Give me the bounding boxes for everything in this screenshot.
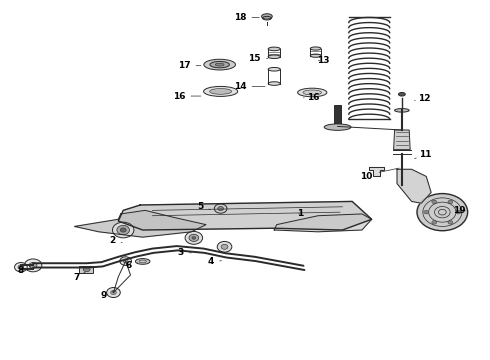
Bar <box>334 105 342 126</box>
Ellipse shape <box>268 82 280 85</box>
Circle shape <box>83 267 90 272</box>
Polygon shape <box>397 169 431 203</box>
Text: 11: 11 <box>415 150 432 159</box>
Text: 13: 13 <box>317 56 329 65</box>
Ellipse shape <box>324 124 351 130</box>
Polygon shape <box>74 210 206 237</box>
Circle shape <box>113 222 134 238</box>
Ellipse shape <box>268 67 280 71</box>
Text: 5: 5 <box>197 202 211 211</box>
Ellipse shape <box>262 14 272 19</box>
Text: 19: 19 <box>453 206 465 215</box>
Text: 17: 17 <box>178 61 201 70</box>
Text: 8: 8 <box>18 266 30 275</box>
Ellipse shape <box>203 86 238 96</box>
Ellipse shape <box>297 88 327 97</box>
Text: 3: 3 <box>177 248 192 257</box>
Circle shape <box>120 228 126 232</box>
Circle shape <box>424 210 429 214</box>
Circle shape <box>217 242 232 252</box>
Text: 14: 14 <box>234 82 265 91</box>
Text: 2: 2 <box>109 236 122 245</box>
Text: 1: 1 <box>297 210 303 219</box>
Ellipse shape <box>210 62 229 68</box>
Ellipse shape <box>215 63 224 66</box>
Circle shape <box>123 259 128 263</box>
Circle shape <box>189 234 199 242</box>
Circle shape <box>432 200 437 204</box>
Circle shape <box>120 257 131 265</box>
Circle shape <box>24 259 42 272</box>
Bar <box>79 266 93 273</box>
Circle shape <box>15 262 27 272</box>
Circle shape <box>448 221 453 224</box>
Text: 7: 7 <box>74 272 85 282</box>
Ellipse shape <box>268 47 280 51</box>
Circle shape <box>18 265 24 269</box>
Text: 16: 16 <box>173 91 201 100</box>
Circle shape <box>192 237 196 239</box>
Circle shape <box>218 206 223 211</box>
Polygon shape <box>369 167 384 176</box>
Polygon shape <box>118 202 372 230</box>
Circle shape <box>456 210 461 214</box>
Text: 12: 12 <box>415 94 431 103</box>
Circle shape <box>221 244 228 249</box>
Circle shape <box>117 225 129 235</box>
Text: 10: 10 <box>360 172 378 181</box>
Polygon shape <box>274 214 372 232</box>
Text: 9: 9 <box>100 291 113 300</box>
Circle shape <box>185 231 202 244</box>
Circle shape <box>107 288 120 297</box>
Ellipse shape <box>310 47 321 50</box>
Ellipse shape <box>135 258 150 264</box>
Circle shape <box>417 194 467 231</box>
Circle shape <box>111 291 116 295</box>
Text: 4: 4 <box>208 257 221 266</box>
Text: 18: 18 <box>234 13 259 22</box>
Text: 6: 6 <box>126 261 138 270</box>
Ellipse shape <box>398 93 405 96</box>
Ellipse shape <box>210 89 232 94</box>
Ellipse shape <box>303 90 321 95</box>
Circle shape <box>214 204 227 213</box>
Text: 16: 16 <box>303 93 319 102</box>
Circle shape <box>29 262 37 268</box>
Ellipse shape <box>310 54 321 57</box>
Ellipse shape <box>394 109 409 112</box>
Circle shape <box>448 200 453 204</box>
Ellipse shape <box>268 55 280 59</box>
Polygon shape <box>393 130 410 150</box>
Circle shape <box>432 221 437 224</box>
Ellipse shape <box>204 59 236 70</box>
Text: 15: 15 <box>248 54 268 63</box>
